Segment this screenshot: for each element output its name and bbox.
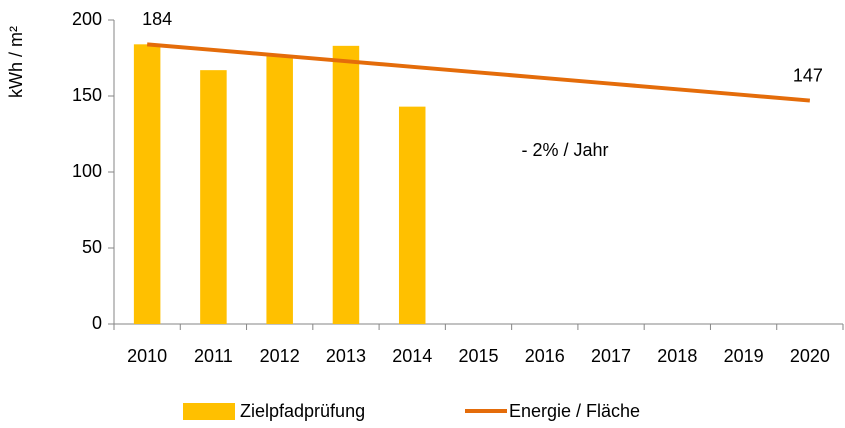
legend-swatch bbox=[183, 403, 235, 420]
y-tick-label: 200 bbox=[72, 9, 102, 29]
x-tick-label: 2018 bbox=[657, 346, 697, 366]
data-label: 184 bbox=[142, 9, 172, 29]
legend-label: Energie / Fläche bbox=[509, 401, 640, 421]
x-tick-label: 2015 bbox=[458, 346, 498, 366]
legend-label: Zielpfadprüfung bbox=[240, 401, 365, 421]
x-tick-label: 2012 bbox=[260, 346, 300, 366]
bar bbox=[398, 106, 426, 324]
bar bbox=[200, 70, 227, 324]
x-tick-label: 2014 bbox=[392, 346, 432, 366]
bar bbox=[332, 45, 360, 325]
x-tick-label: 2010 bbox=[127, 346, 167, 366]
bar bbox=[266, 54, 293, 325]
annotation: - 2% / Jahr bbox=[521, 140, 608, 160]
x-tick-label: 2019 bbox=[724, 346, 764, 366]
y-axis-label: kWh / m² bbox=[6, 26, 26, 98]
x-tick-label: 2016 bbox=[525, 346, 565, 366]
y-tick-label: 50 bbox=[82, 237, 102, 257]
y-tick-label: 100 bbox=[72, 161, 102, 181]
line bbox=[146, 42, 811, 103]
y-tick-label: 150 bbox=[72, 85, 102, 105]
x-tick-label: 2013 bbox=[326, 346, 366, 366]
x-tick-label: 2017 bbox=[591, 346, 631, 366]
data-label: 147 bbox=[793, 65, 823, 85]
y-tick-label: 0 bbox=[92, 313, 102, 333]
x-tick-label: 2020 bbox=[790, 346, 830, 366]
bar bbox=[133, 44, 161, 324]
x-tick-label: 2011 bbox=[194, 346, 233, 366]
